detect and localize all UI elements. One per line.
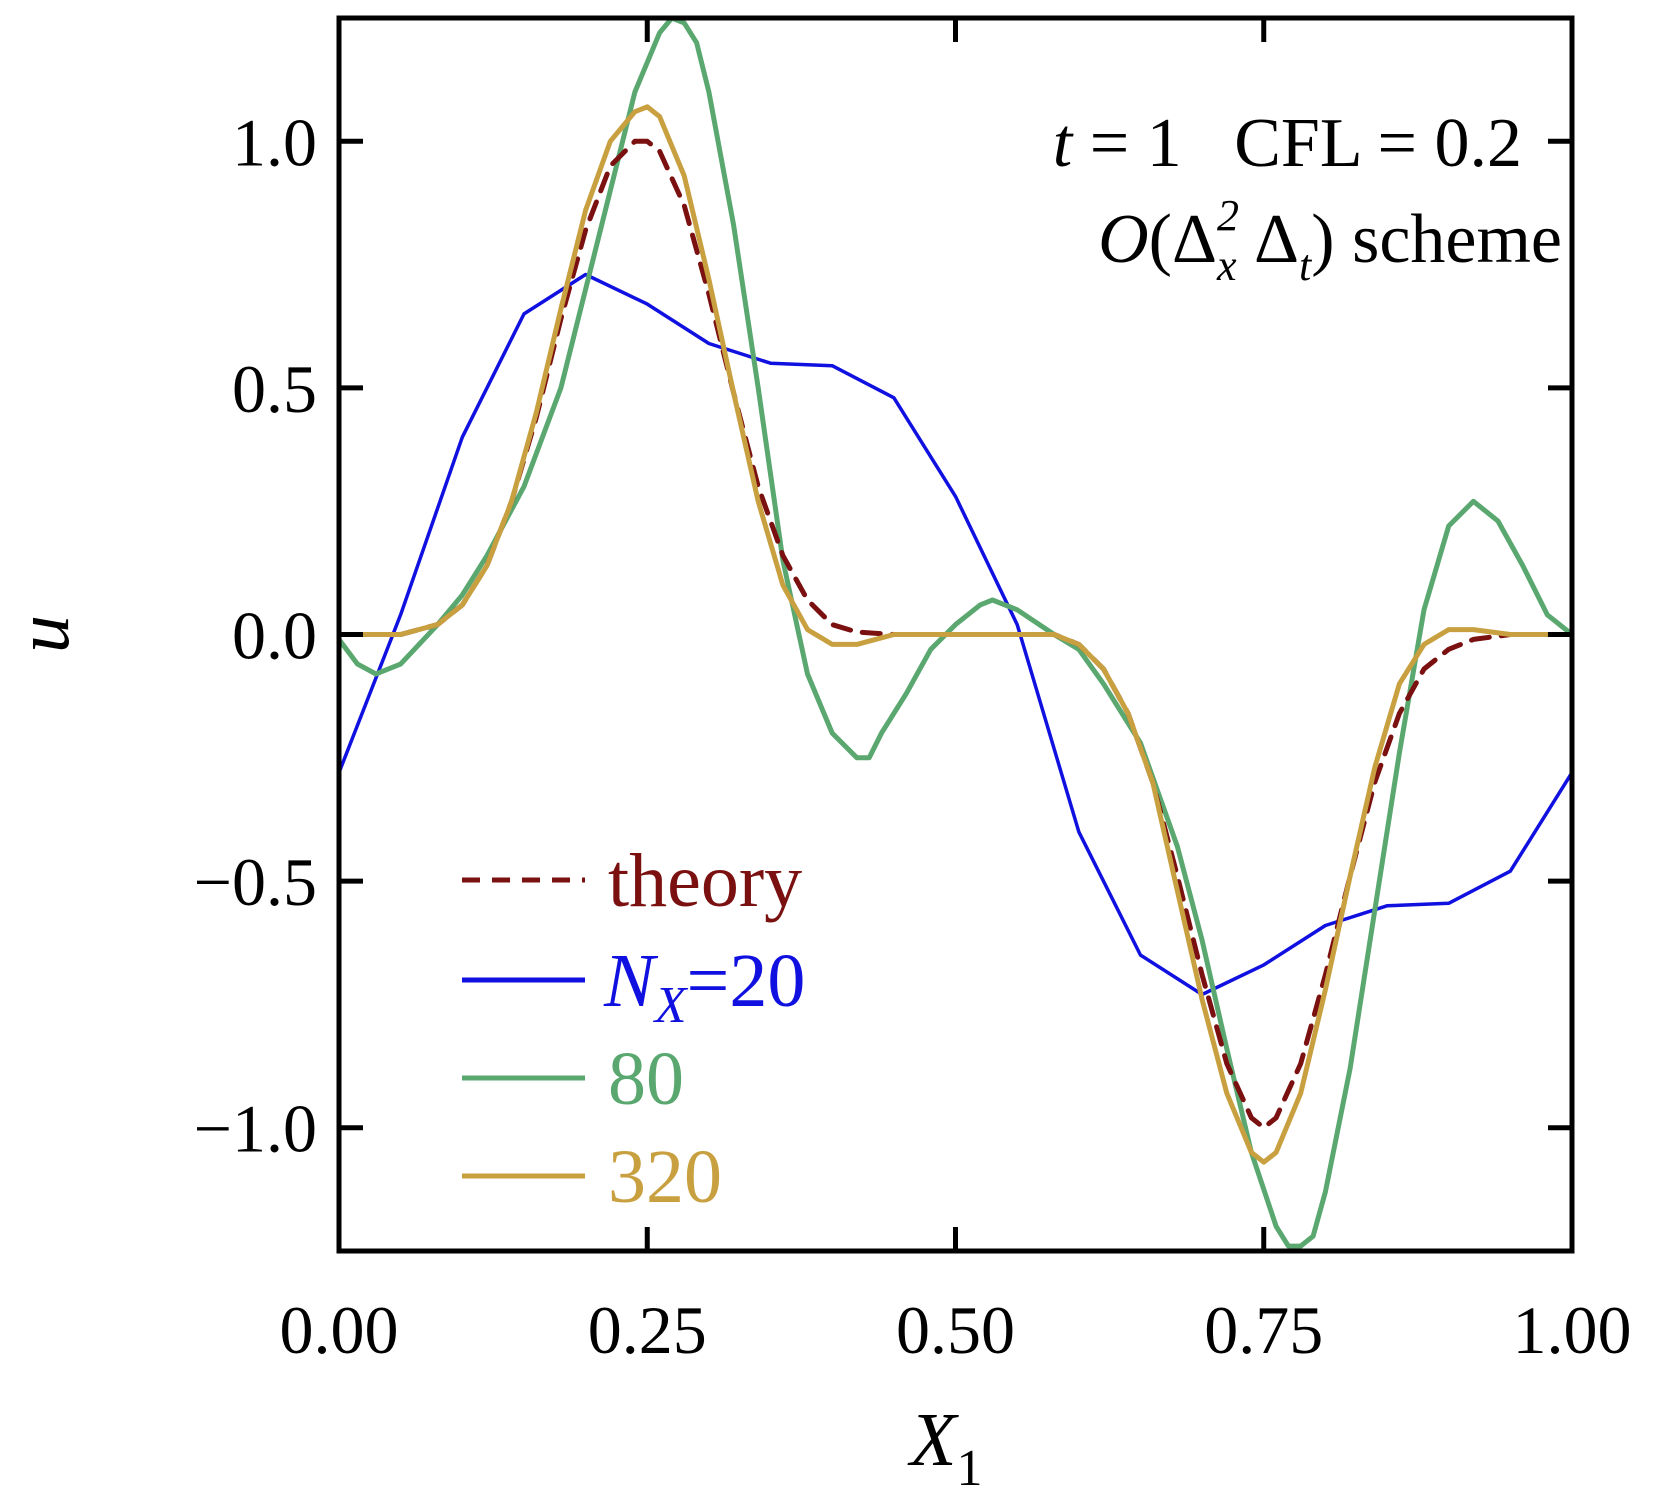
series-layer xyxy=(339,18,1572,1249)
x-axis-title-main: X xyxy=(907,1398,959,1482)
y-tick-label: 1.0 xyxy=(232,104,317,180)
annotation-line-2: O(Δ2 x Δt) scheme xyxy=(1098,191,1562,290)
x-tick-label: 0.25 xyxy=(588,1292,707,1368)
x-tick-label: 0.75 xyxy=(1204,1292,1323,1368)
x-axis-title-sub: 1 xyxy=(956,1440,982,1497)
annotation-open: (Δ xyxy=(1149,201,1217,278)
annotation-mid: Δ xyxy=(1237,201,1300,278)
series-line-nx80 xyxy=(339,18,1572,1249)
annotation-subx: x xyxy=(1216,241,1237,290)
y-axis-title: u xyxy=(1,615,85,653)
annotation-sup: 2 xyxy=(1217,191,1239,240)
legend-label-theory: theory xyxy=(608,839,802,923)
annotation-t: t xyxy=(1053,105,1074,182)
y-tick-label: 0.5 xyxy=(232,351,317,427)
x-tick-label: 1.00 xyxy=(1513,1292,1632,1368)
x-tick-label: 0.50 xyxy=(896,1292,1015,1368)
y-tick-label: 0.0 xyxy=(232,598,317,674)
x-axis-title: X1 xyxy=(907,1398,982,1497)
annotation-subt: t xyxy=(1299,241,1313,290)
plot-frame xyxy=(336,15,1575,1254)
legend-nx-N: N xyxy=(603,939,659,1023)
annotation-O: O xyxy=(1098,201,1149,278)
annotation-line-1: t = 1 CFL = 0.2 xyxy=(1053,105,1522,182)
legend-label-nx320: 320 xyxy=(608,1135,722,1219)
legend-label-nx20: NX=20 xyxy=(603,939,805,1034)
y-tick-label: −0.5 xyxy=(194,844,317,920)
legend-nx-sub: X xyxy=(653,977,689,1034)
legend-label-nx80: 80 xyxy=(608,1037,684,1121)
y-tick-label: −1.0 xyxy=(194,1091,317,1167)
ticks-layer: 0.00 0.25 0.50 0.75 1.00 1.0 0.5 0.0 −0.5 −1.0 xyxy=(194,18,1632,1368)
annotation-cfl: = 1 CFL = 0.2 xyxy=(1072,105,1522,182)
series-line-nx320 xyxy=(339,104,1572,1165)
legend-nx-rest: =20 xyxy=(686,939,805,1023)
legend: theory NX=20 80 320 xyxy=(462,839,805,1219)
series-line-nx20 xyxy=(339,272,1572,997)
x-tick-label: 0.00 xyxy=(280,1292,399,1368)
annotation-close: ) scheme xyxy=(1311,201,1562,278)
